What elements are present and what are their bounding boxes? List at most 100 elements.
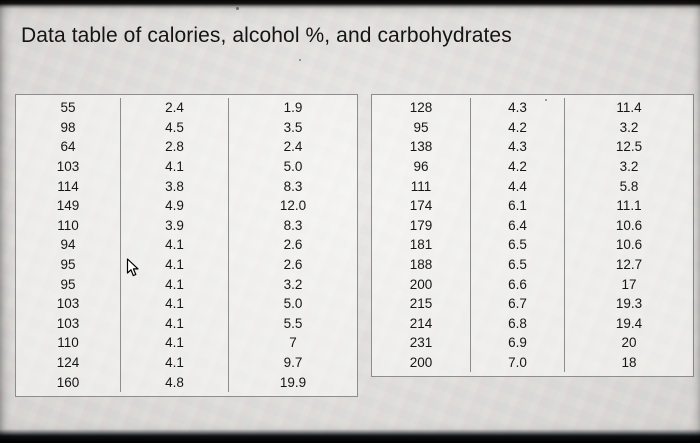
- table-cell: 19.4: [615, 315, 643, 331]
- table-cell: 4.1: [165, 257, 184, 273]
- table-cell: 5.0: [283, 296, 303, 312]
- table-cell: 128: [409, 100, 433, 116]
- table-cell: 20: [621, 335, 637, 351]
- table-cell: 98: [60, 119, 76, 135]
- column-carbs-left: 1.9 3.5 2.4 5.0 8.3 12.0 8.3 2.6 2.6 3.2 5.0 5.5 7 9.…: [228, 98, 357, 392]
- table-cell: 2.6: [283, 257, 303, 273]
- table-cell: 4.2: [508, 119, 527, 135]
- column-alcohol-left: 2.4 4.5 2.8 4.1 3.8 4.9 3.9 4.1 4.1 4.1 4.1 4.1 4.1 4…: [120, 98, 228, 392]
- table-cell: 215: [409, 296, 433, 312]
- table-cell: 19.3: [615, 296, 643, 312]
- table-cell: 214: [409, 315, 433, 331]
- table-cell: 231: [409, 335, 433, 351]
- dust-speck: [545, 99, 547, 101]
- table-cell: 1.9: [283, 100, 303, 116]
- table-cell: 10.6: [615, 237, 643, 253]
- table-group-right: 128 95 138 96 111 174 179 181 188 200 215 214 231 200…: [371, 94, 694, 378]
- table-cell: 55: [60, 100, 76, 116]
- table-cell: 3.2: [619, 119, 639, 135]
- table-cell: 4.9: [165, 198, 184, 214]
- column-calories-right: 128 95 138 96 111 174 179 181 188 200 215 214 231 200: [372, 98, 470, 372]
- table-group-left: 55 98 64 103 114 149 110 94 95 95 103 103 110 124 160 …: [15, 94, 358, 397]
- screen-bottom-bezel: [0, 429, 700, 443]
- table-cell: 6.8: [508, 315, 527, 331]
- table-cell: 4.8: [165, 374, 184, 390]
- table-cell: 4.4: [508, 178, 527, 194]
- table-cell: 2.4: [283, 139, 303, 155]
- dust-speck: [299, 59, 301, 61]
- table-cell: 4.1: [165, 159, 184, 175]
- table-cell: 2.6: [283, 237, 303, 253]
- table-cell: 149: [56, 198, 80, 214]
- table-cell: 138: [409, 139, 433, 155]
- table-cell: 95: [60, 257, 76, 273]
- table-cell: 4.2: [508, 159, 527, 175]
- table-cell: 11.1: [616, 198, 642, 214]
- table-cell: 124: [56, 355, 80, 371]
- table-cell: 64: [60, 139, 76, 155]
- table-cell: 188: [409, 257, 433, 273]
- table-cell: 4.1: [165, 296, 184, 312]
- table-cell: 94: [60, 237, 76, 253]
- table-cell: 11.4: [616, 100, 642, 116]
- table-cell: 103: [56, 296, 80, 312]
- table-cell: 200: [409, 355, 433, 371]
- table-cell: 3.9: [165, 217, 184, 233]
- screen-top-bezel: [0, 0, 700, 9]
- column-alcohol-right: 4.3 4.2 4.3 4.2 4.4 6.1 6.4 6.5 6.5 6.6 6.7 6.8 6.9 7…: [470, 98, 564, 373]
- table-cell: 3.2: [283, 276, 303, 292]
- table-cell: 6.1: [508, 198, 527, 214]
- table-cell: 10.6: [615, 217, 643, 233]
- table-cell: 9.7: [283, 355, 303, 371]
- table-cell: 7: [289, 335, 297, 351]
- table-cell: 5.5: [283, 315, 303, 331]
- table-cell: 8.3: [283, 178, 303, 194]
- table-cell: 4.1: [165, 335, 184, 351]
- table-cell: 174: [409, 198, 433, 214]
- table-cell: 6.9: [508, 335, 527, 351]
- table-cell: 4.1: [165, 276, 184, 292]
- table-cell: 103: [56, 159, 80, 175]
- table-cell: 12.5: [615, 139, 643, 155]
- table-cell: 181: [409, 237, 433, 253]
- table-cell: 2.4: [165, 100, 184, 116]
- data-table: 55 98 64 103 114 149 110 94 95 95 103 103 110 124 160 …: [15, 94, 694, 397]
- table-cell: 12.7: [615, 257, 643, 273]
- table-cell: 114: [57, 178, 79, 194]
- table-cell: 6.4: [508, 217, 527, 233]
- table-cell: 5.0: [283, 159, 303, 175]
- page-title: Data table of calories, alcohol %, and c…: [21, 24, 512, 47]
- table-cell: 95: [413, 119, 429, 135]
- table-cell: 4.3: [508, 139, 527, 155]
- table-cell: 6.6: [508, 276, 527, 292]
- table-cell: 103: [56, 315, 80, 331]
- table-cell: 6.5: [508, 257, 527, 273]
- table-cell: 160: [56, 374, 80, 390]
- table-cell: 4.3: [508, 100, 527, 116]
- table-cell: 4.5: [165, 119, 184, 135]
- table-cell: 12.0: [279, 198, 307, 214]
- table-cell: 3.8: [165, 178, 184, 194]
- mouse-cursor-icon: [126, 258, 139, 277]
- table-cell: 6.7: [508, 296, 527, 312]
- table-cell: 2.8: [165, 139, 184, 155]
- table-cell: 6.5: [508, 237, 527, 253]
- table-cell: 96: [413, 159, 429, 175]
- table-cell: 3.2: [619, 159, 639, 175]
- table-cell: 7.0: [508, 355, 527, 371]
- table-cell: 179: [409, 217, 433, 233]
- table-cell: 4.1: [165, 355, 184, 371]
- table-cell: 5.8: [619, 178, 639, 194]
- column-carbs-right: 11.4 3.2 12.5 3.2 5.8 11.1 10.6 10.6 12.7 17 19.3 1…: [564, 98, 693, 373]
- table-cell: 4.1: [165, 237, 184, 253]
- table-cell: 4.1: [165, 315, 184, 331]
- table-cell: 3.5: [283, 119, 303, 135]
- table-cell: 17: [621, 276, 637, 292]
- table-cell: 95: [60, 276, 76, 292]
- table-cell: 18: [621, 355, 637, 371]
- table-cell: 8.3: [283, 217, 303, 233]
- column-calories-left: 55 98 64 103 114 149 110 94 95 95 103 103 110 124 160: [16, 98, 120, 392]
- table-cell: 19.9: [279, 374, 307, 390]
- table-cell: 110: [57, 217, 79, 233]
